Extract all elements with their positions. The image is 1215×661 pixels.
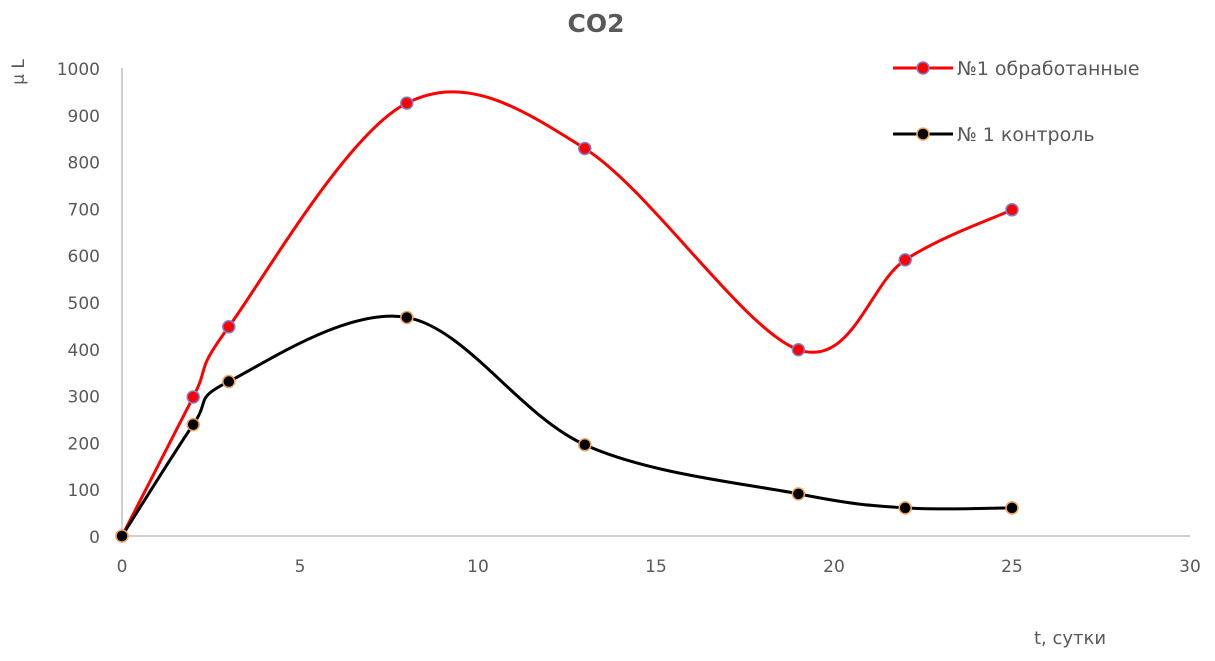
data-point-1 <box>791 487 806 501</box>
y-axis-label: μ L <box>9 59 29 85</box>
legend-label: № 1 контроль <box>957 124 1095 146</box>
y-tick-label: 400 <box>68 341 100 361</box>
data-point-1 <box>115 529 129 543</box>
y-tick-label: 1000 <box>57 60 100 80</box>
x-axis-label: t, сутки <box>1034 628 1106 649</box>
y-tick-label: 800 <box>68 154 100 174</box>
x-tick-label: 20 <box>823 557 845 577</box>
x-tick-label: 25 <box>1001 557 1023 577</box>
data-point-1 <box>1005 501 1019 515</box>
y-tick-label: 200 <box>68 434 100 454</box>
data-point-0 <box>222 320 236 334</box>
data-point-1 <box>578 437 592 452</box>
y-tick-label: 700 <box>68 200 100 220</box>
y-tick-label: 500 <box>68 294 100 314</box>
series-line-0 <box>120 90 1013 537</box>
series-line-1 <box>120 314 1013 537</box>
data-point-0 <box>400 96 414 110</box>
y-tick-label: 300 <box>68 388 100 408</box>
data-point-0 <box>898 253 912 267</box>
legend-marker <box>916 61 930 75</box>
legend-marker <box>916 127 930 141</box>
x-tick-label: 30 <box>1179 557 1201 577</box>
data-point-0 <box>578 141 592 156</box>
legend-label: №1 обработанные <box>957 58 1140 80</box>
data-point-0 <box>186 390 200 404</box>
x-tick-label: 5 <box>295 557 306 577</box>
data-point-1 <box>222 374 236 389</box>
data-point-0 <box>791 342 806 357</box>
data-point-1 <box>898 501 912 515</box>
x-tick-label: 10 <box>467 557 489 577</box>
data-point-1 <box>186 417 200 432</box>
x-tick-label: 15 <box>645 557 667 577</box>
y-tick-label: 100 <box>68 481 100 501</box>
y-tick-label: 900 <box>68 107 100 127</box>
data-point-0 <box>1005 203 1019 217</box>
x-tick-label: 0 <box>117 557 128 577</box>
chart-title: CO2 <box>568 9 625 38</box>
y-tick-label: 0 <box>89 528 100 548</box>
y-tick-label: 600 <box>68 247 100 267</box>
data-point-1 <box>400 310 414 325</box>
